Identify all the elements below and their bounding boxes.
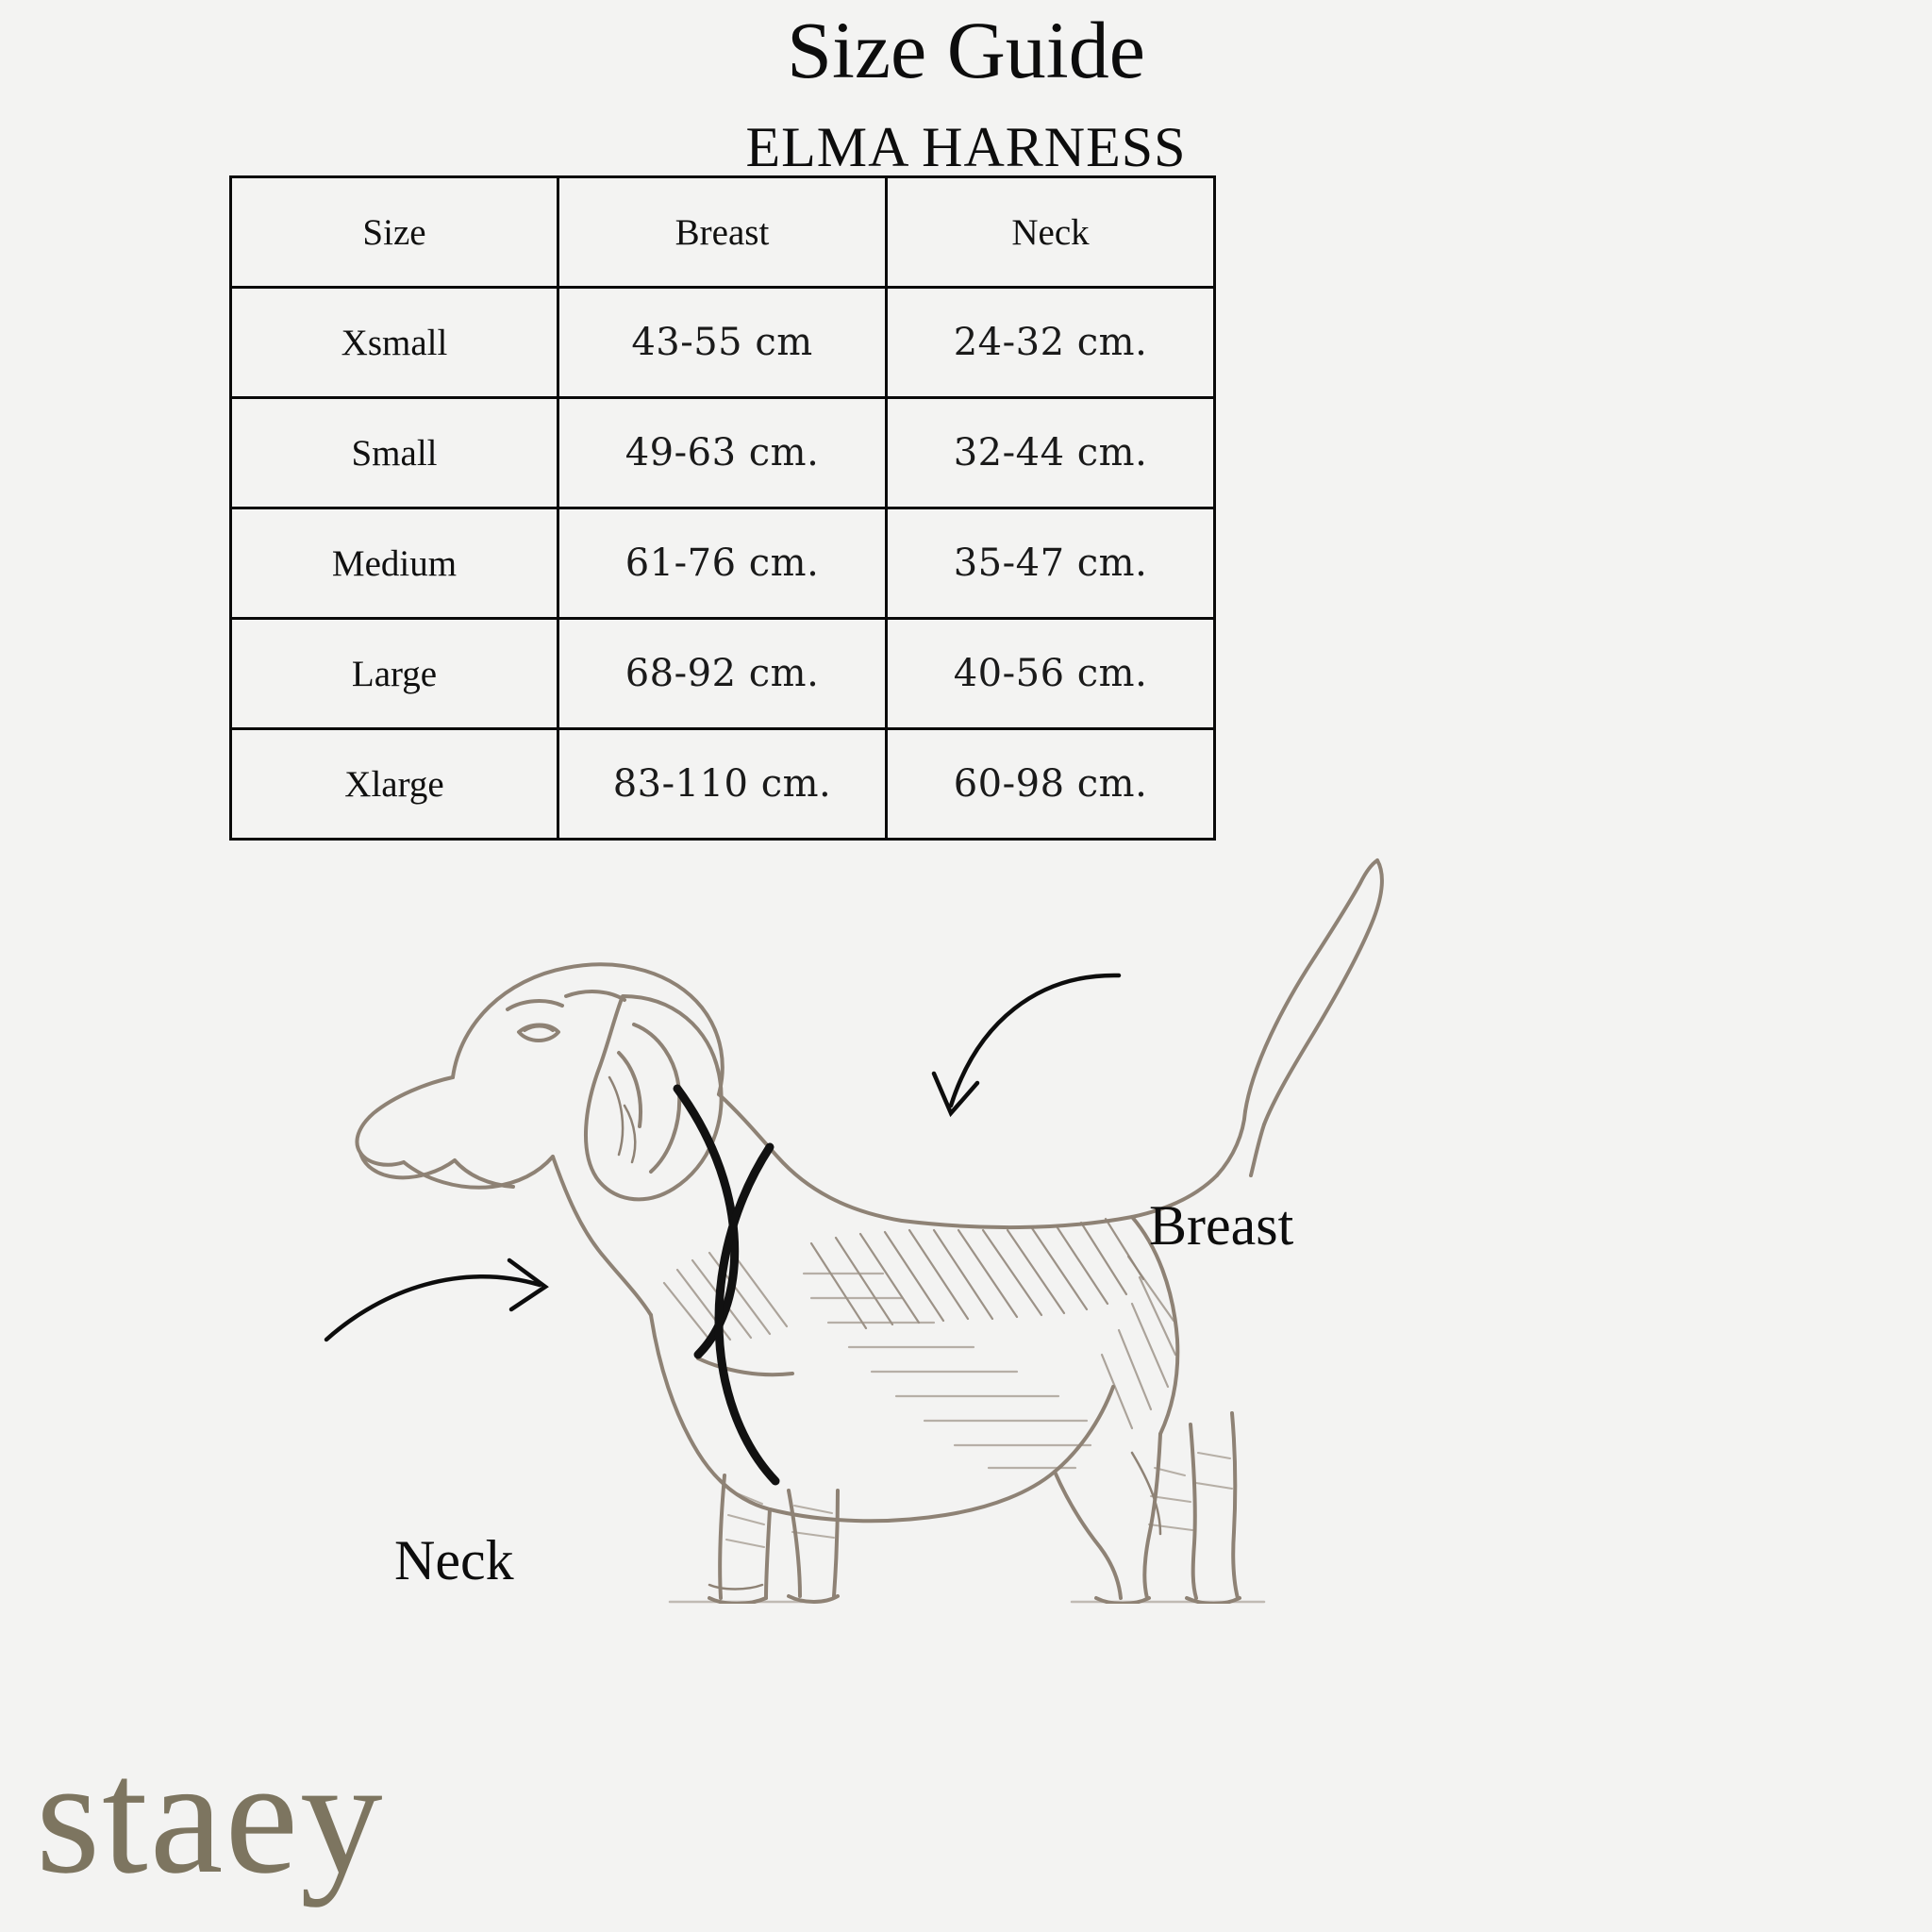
breast-measure-line bbox=[714, 1142, 780, 1486]
cell-breast: 43-55 cm bbox=[557, 286, 888, 399]
cell-size: Large bbox=[229, 617, 559, 730]
cell-neck: 24-32 cm. bbox=[885, 286, 1216, 399]
breast-pointer-arrow bbox=[931, 973, 1122, 1118]
table-row: Xsmall 43-55 cm 24-32 cm. bbox=[229, 286, 1216, 399]
page-title: Size Guide bbox=[787, 5, 1145, 95]
dog-illustration bbox=[283, 830, 1698, 1604]
header-block: Size Guide ELMA HARNESS bbox=[0, 9, 1932, 175]
neck-annotation-label: Neck bbox=[394, 1529, 514, 1591]
product-name: ELMA HARNESS bbox=[745, 116, 1187, 178]
table-header-row: Size Breast Neck bbox=[229, 175, 1216, 289]
dog-sketch-icon bbox=[355, 858, 1384, 1604]
table-row: Large 68-92 cm. 40-56 cm. bbox=[229, 617, 1216, 730]
cell-size: Small bbox=[229, 396, 559, 509]
cell-breast: 49-63 cm. bbox=[557, 396, 888, 509]
cell-neck: 32-44 cm. bbox=[885, 396, 1216, 509]
table-row: Small 49-63 cm. 32-44 cm. bbox=[229, 396, 1216, 509]
cell-size: Xlarge bbox=[229, 727, 559, 841]
table-row: Xlarge 83-110 cm. 60-98 cm. bbox=[229, 727, 1216, 841]
table-row: Medium 61-76 cm. 35-47 cm. bbox=[229, 507, 1216, 620]
cell-neck: 60-98 cm. bbox=[885, 727, 1216, 841]
neck-measure-line bbox=[673, 1084, 740, 1359]
brand-logo: staey bbox=[36, 1724, 385, 1907]
cell-size: Xsmall bbox=[229, 286, 559, 399]
column-header-breast: Breast bbox=[557, 175, 888, 289]
cell-neck: 35-47 cm. bbox=[885, 507, 1216, 620]
cell-breast: 83-110 cm. bbox=[557, 727, 888, 841]
cell-breast: 61-76 cm. bbox=[557, 507, 888, 620]
column-header-neck: Neck bbox=[885, 175, 1216, 289]
cell-breast: 68-92 cm. bbox=[557, 617, 888, 730]
column-header-size: Size bbox=[229, 175, 559, 289]
neck-pointer-arrow bbox=[324, 1257, 549, 1342]
cell-size: Medium bbox=[229, 507, 559, 620]
breast-annotation-label: Breast bbox=[1149, 1194, 1294, 1257]
cell-neck: 40-56 cm. bbox=[885, 617, 1216, 730]
size-guide-table: Size Breast Neck Xsmall 43-55 cm 24-32 c… bbox=[229, 175, 1216, 841]
